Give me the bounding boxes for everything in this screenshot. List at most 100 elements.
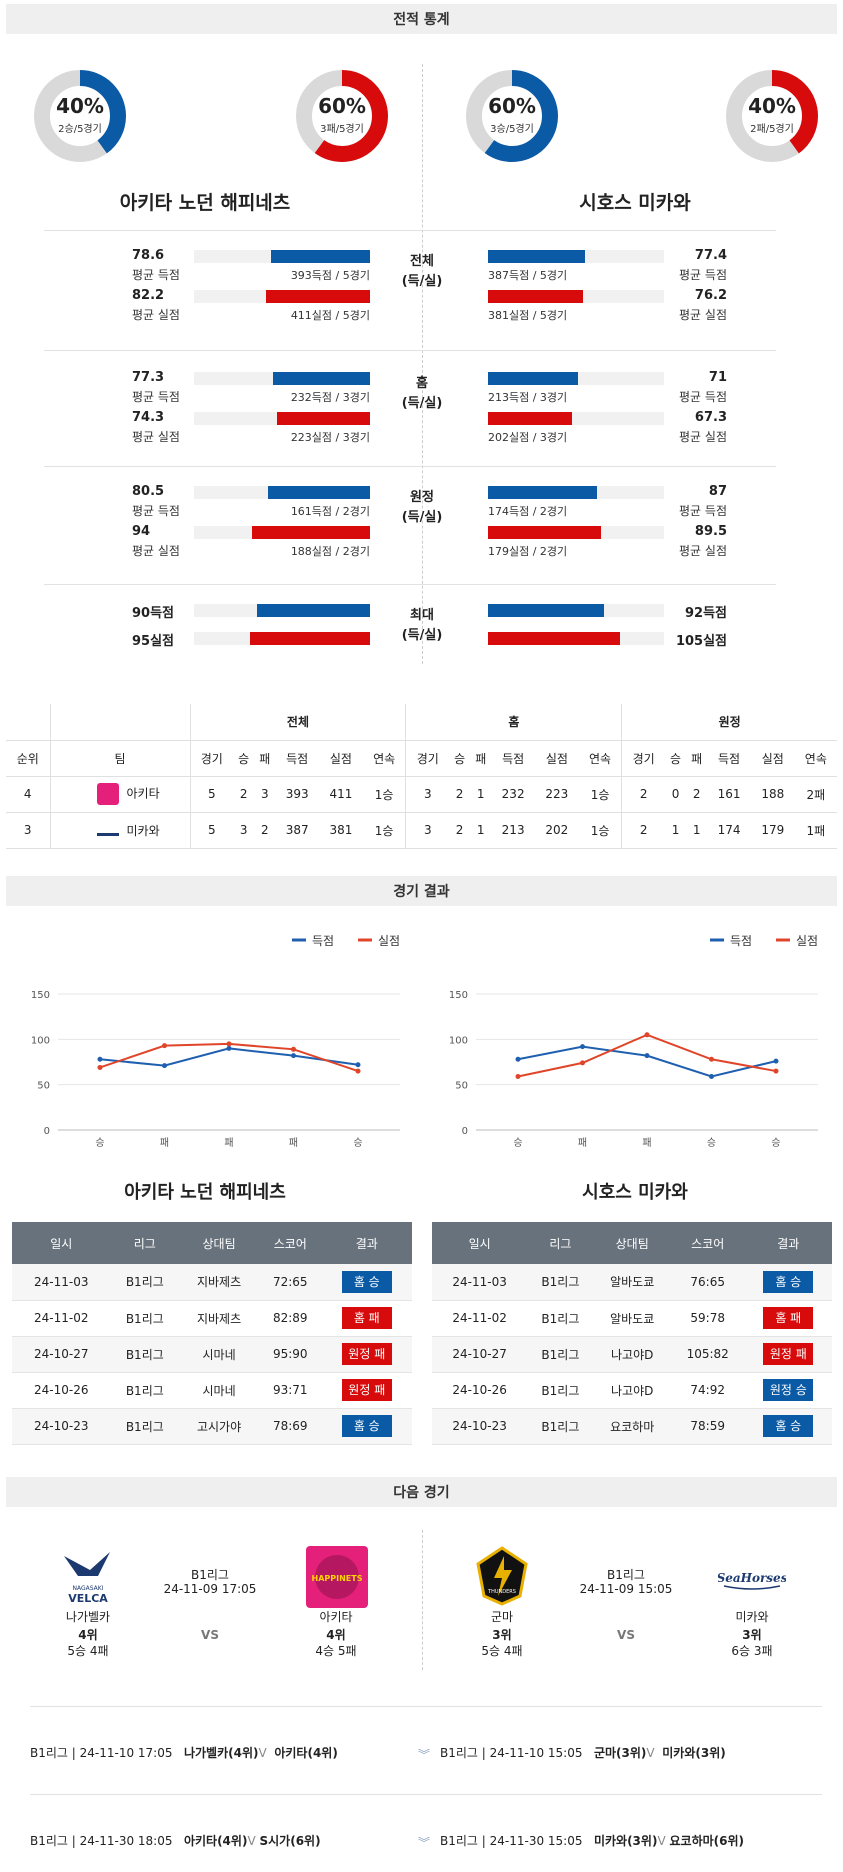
upcoming-item[interactable]: B1리그 | 24-11-10 15:05 군마(3위)V 미카와(3위) — [440, 1744, 726, 1761]
donut-arc — [296, 70, 388, 162]
data-point — [97, 1056, 103, 1062]
match-datetime: 24-11-09 17:05 — [163, 1582, 257, 1596]
team-name[interactable]: 아키타 — [126, 786, 160, 801]
table-cell: 161 — [707, 776, 751, 813]
right-team-name: 시호스 미카와 — [582, 1182, 688, 1203]
table-cell: B1리그 — [110, 1408, 180, 1445]
table-cell: 2 — [449, 776, 471, 813]
table-row: 3 미카와 5 3 2 387 381 1승 3 2 1 213 202 1승 2 1 1 174 179 1패 — [6, 812, 837, 849]
away-team-name: 군마 — [490, 1610, 514, 1624]
donut-percent: 60% — [488, 94, 536, 118]
stat-label: 평균 득점 — [132, 390, 180, 404]
bar-caption: 161득점 / 2경기 — [290, 505, 370, 518]
stat-value: 77.3 — [132, 370, 165, 385]
x-tick-label: 패 — [224, 1137, 233, 1149]
column-header: 패 — [470, 740, 492, 777]
right-results-chart: 0 50 100 150 승 패 패 승 승 — [449, 990, 818, 1149]
match-league: B1리그 — [191, 1568, 229, 1582]
score-bar — [273, 372, 370, 385]
home-team-name: 아키타 — [319, 1610, 353, 1624]
donut-subtitle: 3패/5경기 — [320, 124, 364, 135]
table-cell: 2 — [254, 812, 276, 849]
column-header: 결과 — [744, 1222, 832, 1264]
conceded-bar — [252, 526, 370, 539]
bar-caption: 232득점 / 3경기 — [290, 391, 370, 404]
y-tick-label: 100 — [449, 1035, 468, 1046]
table-cell: 24-11-02 — [432, 1300, 528, 1337]
divider — [30, 1794, 822, 1795]
divider — [44, 230, 776, 231]
results-header-row: 일시 리그 상대팀 스코어 결과 — [12, 1222, 412, 1264]
upcoming-item[interactable]: B1리그 | 24-11-10 17:05 나가벨카(4위)V 아키타(4위) — [30, 1744, 338, 1761]
y-tick-label: 0 — [462, 1126, 468, 1137]
table-row: 24-10-23 B1리그 고시가야 78:69 홈 승 — [12, 1408, 412, 1445]
compare-category: 전체 (득/실) — [392, 252, 452, 292]
right-results-table: 일시 리그 상대팀 스코어 결과 24-11-03 B1리그 알바도쿄 76:65 홈 승 24-1… — [432, 1222, 832, 1445]
akita-happinets-logo: HAPPINETS — [306, 1546, 368, 1608]
x-tick-label: 패 — [289, 1137, 298, 1149]
table-row: 24-10-23 B1리그 요코하마 78:59 홈 승 — [432, 1408, 832, 1445]
donut-subtitle: 2승/5경기 — [58, 124, 102, 135]
upcoming-item[interactable]: B1리그 | 24-11-30 15:05 미카와(3위)V 요코하마(6위) — [440, 1832, 744, 1849]
stat-label: 평균 실점 — [679, 430, 727, 444]
table-cell: 93:71 — [259, 1372, 322, 1409]
x-tick-label: 승 — [353, 1137, 362, 1149]
stat-label: 평균 득점 — [679, 268, 727, 282]
column-header: 승 — [665, 740, 687, 777]
result-badge: 홈 승 — [763, 1415, 814, 1437]
standings-table: 전체 홈 원정 순위 팀 경기 승 패 득점 실점 연속 경기 승 패 득점 실점 연속 경기 승 패 득점 실점 연… — [6, 704, 837, 849]
table-cell: 174 — [707, 812, 751, 849]
table-cell: 188 — [750, 776, 795, 813]
table-cell: 나고야D — [593, 1336, 671, 1373]
column-header: 스코어 — [670, 1222, 745, 1264]
table-cell: 24-10-27 — [12, 1336, 111, 1373]
table-cell: 387 — [275, 812, 320, 849]
stat-value: 89.5 — [694, 524, 727, 539]
chevron-down-icon[interactable]: ︾ — [418, 1748, 431, 1762]
conceded-bar — [488, 526, 601, 539]
data-point — [355, 1062, 361, 1068]
result-badge: 원정 패 — [763, 1343, 814, 1365]
upcoming-item[interactable]: B1리그 | 24-11-30 18:05 아키타(4위)V S시가(6위) — [30, 1832, 321, 1849]
column-header: 순위 — [6, 740, 50, 777]
legend-label: 실점 — [378, 934, 401, 948]
table-row: 24-10-27 B1리그 나고야D 105:82 원정 패 — [432, 1336, 832, 1373]
away-team-record: 5승 4패 — [481, 1644, 523, 1658]
table-cell: B1리그 — [527, 1264, 594, 1301]
seahorses-mikawa-logo: SeaHorses — [717, 1562, 788, 1592]
x-tick-label: 승 — [771, 1137, 780, 1149]
data-point — [515, 1056, 521, 1062]
column-header: 패 — [686, 740, 708, 777]
column-header: 득점 — [707, 740, 751, 777]
compare-category: 원정 (득/실) — [392, 488, 452, 528]
table-cell: 5 — [189, 812, 234, 849]
table-cell: 82:89 — [259, 1300, 322, 1337]
column-header: 패 — [254, 740, 276, 777]
team-name[interactable]: 미카와 — [126, 823, 160, 838]
category-sub: (득/실) — [401, 510, 443, 525]
chart-legend: 득점 실점 — [710, 932, 843, 951]
stat-label: 평균 득점 — [679, 390, 727, 404]
table-cell: 1패 — [794, 812, 837, 849]
section-title: 전적 통계 — [393, 12, 450, 28]
stat-label: 평균 득점 — [132, 268, 180, 282]
compare-category: 홈 (득/실) — [392, 374, 452, 414]
column-header: 일시 — [12, 1222, 111, 1264]
compare-category: 최대 (득/실) — [392, 606, 452, 646]
table-cell: 59:78 — [670, 1300, 745, 1337]
table-cell: 95:90 — [259, 1336, 322, 1373]
bar-caption: 411실점 / 5경기 — [290, 309, 370, 322]
table-cell: 76:65 — [670, 1264, 745, 1301]
conceded-bar — [488, 632, 620, 645]
table-cell: 78:59 — [670, 1408, 745, 1445]
category-label: 원정 — [410, 490, 434, 505]
data-point — [162, 1043, 167, 1049]
left-results-chart: 0 50 100 150 승 패 패 패 승 — [31, 990, 400, 1149]
chevron-down-icon[interactable]: ︾ — [418, 1836, 431, 1850]
left-win-donut: 40% 2승/5경기 — [30, 66, 130, 166]
stat-value: 95실점 — [132, 634, 175, 649]
logo-lettering: THUNDERS — [487, 1589, 516, 1595]
bar-caption: 393득점 / 5경기 — [290, 269, 370, 282]
data-point — [226, 1041, 232, 1047]
column-header: 연속 — [578, 740, 622, 777]
